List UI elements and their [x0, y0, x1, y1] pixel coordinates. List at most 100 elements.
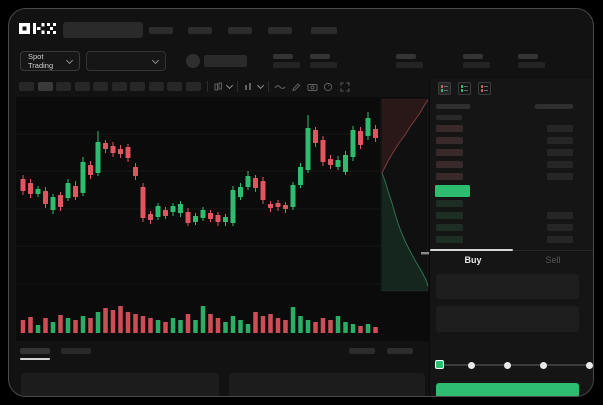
timeframe-button[interactable]: [37, 82, 53, 91]
volume-bar: [320, 318, 326, 333]
nav-item[interactable]: [188, 27, 212, 34]
tab-buy[interactable]: Buy: [464, 255, 482, 265]
chevron-down-icon[interactable]: [225, 81, 234, 90]
nav-item[interactable]: [311, 27, 337, 34]
stat-label-placeholder: [518, 54, 538, 59]
column-header-price: [436, 104, 470, 109]
timeframe-button[interactable]: [167, 82, 182, 91]
order-book-panel: Buy Sell: [429, 79, 593, 396]
candle-body: [320, 140, 326, 162]
nav-item[interactable]: [228, 27, 252, 34]
view-toggle-bids-only[interactable]: [458, 82, 471, 95]
ask-amount-placeholder: [547, 173, 573, 180]
refresh-icon[interactable]: [323, 82, 333, 92]
volume-bar: [238, 320, 243, 333]
candle-body: [43, 191, 48, 204]
search-input[interactable]: [63, 22, 143, 38]
column-header-amount: [535, 104, 573, 109]
bid-price-placeholder[interactable]: [436, 212, 463, 219]
timeframe-button[interactable]: [56, 82, 71, 91]
stat-label-placeholder: [396, 54, 416, 59]
slider-track[interactable]: [440, 364, 589, 366]
volume-bar: [373, 327, 378, 333]
volume-bar: [313, 322, 318, 333]
stat-value-placeholder: [518, 62, 545, 68]
ask-price-placeholder[interactable]: [436, 137, 463, 144]
candle-body: [358, 131, 363, 145]
volume-bar: [28, 317, 33, 333]
timeframe-button[interactable]: [111, 82, 127, 91]
depth-asks-line: [381, 99, 429, 174]
volume-bar: [215, 318, 221, 333]
candle-body: [20, 179, 26, 191]
slider-step[interactable]: [468, 362, 475, 369]
view-toggle-split-book[interactable]: [438, 82, 451, 95]
amount-field[interactable]: [436, 306, 579, 332]
volume-bar: [328, 320, 333, 333]
candles-icon[interactable]: [213, 82, 223, 92]
column-subheader: [436, 115, 462, 120]
timeframe-button[interactable]: [74, 82, 90, 91]
bid-amount-placeholder: [547, 212, 573, 219]
volume-bar: [103, 308, 108, 333]
tab-sell[interactable]: Sell: [545, 255, 561, 265]
bottom-control[interactable]: [349, 348, 375, 354]
price-field[interactable]: [436, 274, 579, 299]
timeframe-button[interactable]: [148, 82, 164, 91]
chart-type-icon[interactable]: [243, 82, 253, 92]
candle-body: [305, 128, 311, 170]
timeframe-button[interactable]: [19, 82, 34, 91]
last-price-highlight[interactable]: [435, 185, 470, 197]
volume-bar: [223, 322, 228, 333]
pencil-icon[interactable]: [291, 82, 301, 92]
volume-bar: [350, 324, 356, 333]
timeframe-button[interactable]: [130, 82, 145, 91]
candle-body: [170, 206, 176, 212]
bottom-control[interactable]: [387, 348, 413, 354]
nav-item[interactable]: [268, 27, 292, 34]
candle-body: [253, 178, 258, 188]
candle-body: [28, 183, 33, 194]
bottom-tab[interactable]: [20, 348, 50, 354]
slider-step[interactable]: [504, 362, 511, 369]
trading-mode-selector[interactable]: Spot Trading: [20, 51, 80, 71]
chevron-down-icon: [151, 56, 160, 64]
bid-price-placeholder[interactable]: [436, 200, 463, 207]
ask-price-placeholder[interactable]: [436, 161, 463, 168]
wave-icon[interactable]: [274, 83, 286, 91]
chevron-down-icon: [65, 56, 74, 64]
bottom-tab[interactable]: [61, 348, 91, 354]
timeframe-button[interactable]: [185, 82, 201, 91]
ask-price-placeholder[interactable]: [436, 125, 463, 132]
volume-bar: [268, 314, 273, 333]
depth-price-marker: [421, 252, 429, 255]
volume-bar: [148, 318, 153, 333]
volume-bar: [155, 320, 161, 333]
timeframe-button[interactable]: [93, 82, 108, 91]
candle-body: [80, 162, 86, 193]
slider-step[interactable]: [540, 362, 547, 369]
slider-handle[interactable]: [435, 360, 444, 369]
candle-body: [58, 195, 63, 207]
ask-price-placeholder[interactable]: [436, 149, 463, 156]
bottom-panel: [21, 373, 219, 396]
submit-buy-button[interactable]: [436, 383, 579, 396]
volume-bar: [365, 324, 371, 333]
volume-bar: [230, 316, 236, 333]
chevron-down-icon[interactable]: [256, 81, 265, 90]
candle-body: [223, 217, 228, 222]
view-toggle-asks-only[interactable]: [478, 82, 491, 95]
bid-price-placeholder[interactable]: [436, 236, 463, 243]
pair-selector[interactable]: [86, 51, 166, 71]
slider-step[interactable]: [586, 362, 593, 369]
volume-bar: [58, 315, 63, 333]
volume-bar: [43, 318, 48, 333]
volume-bar: [133, 314, 138, 333]
expand-icon[interactable]: [340, 82, 350, 92]
candlestick-chart[interactable]: [16, 97, 429, 341]
nav-item[interactable]: [149, 27, 173, 34]
camera-icon[interactable]: [307, 82, 318, 92]
ask-price-placeholder[interactable]: [436, 173, 463, 180]
bid-price-placeholder[interactable]: [436, 224, 463, 231]
